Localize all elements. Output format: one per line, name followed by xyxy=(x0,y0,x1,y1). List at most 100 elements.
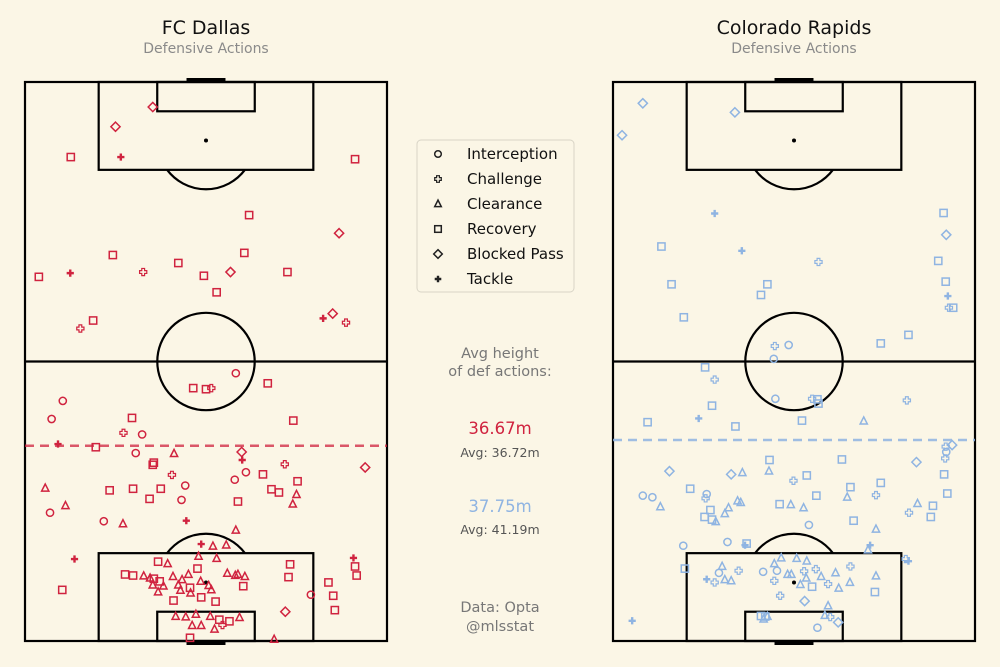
action-marker-challenge xyxy=(811,564,821,574)
action-marker-circle xyxy=(678,541,688,551)
center-circle xyxy=(744,311,844,412)
action-marker-square xyxy=(188,383,198,393)
action-marker-square xyxy=(169,596,178,605)
action-marker-square xyxy=(870,587,880,597)
top-penalty-box xyxy=(97,80,315,171)
action-marker-challenge xyxy=(902,396,912,405)
avg-heading-line1: Avg height xyxy=(461,346,539,362)
action-marker-square xyxy=(244,210,254,220)
action-marker-triangle xyxy=(191,608,201,619)
action-marker-square xyxy=(285,559,295,569)
action-marker-circle xyxy=(137,430,147,439)
action-marker-square xyxy=(156,484,166,494)
action-marker-diamond xyxy=(940,229,952,241)
action-marker-square xyxy=(680,564,690,573)
action-marker-triangle xyxy=(173,579,184,589)
dallas-marks xyxy=(34,101,371,644)
action-marker-square xyxy=(928,501,938,511)
action-marker-square xyxy=(91,442,101,452)
top-penalty-box xyxy=(685,80,903,171)
action-marker-diamond xyxy=(327,307,339,320)
action-marker-square xyxy=(807,582,817,592)
action-marker-square xyxy=(267,484,276,494)
action-marker-plus xyxy=(66,269,74,277)
action-marker-square xyxy=(350,154,360,164)
action-marker-square xyxy=(707,401,717,411)
action-marker-circle xyxy=(99,516,109,526)
action-marker-circle xyxy=(58,396,68,406)
action-marker-triangle xyxy=(221,539,232,549)
action-marker-square xyxy=(34,272,44,282)
center-circle xyxy=(156,311,256,412)
action-marker-challenge xyxy=(119,428,128,438)
action-marker-square xyxy=(657,242,666,251)
action-marker-square xyxy=(127,413,137,423)
action-marker-square xyxy=(933,256,943,266)
action-marker-circle xyxy=(813,623,822,633)
action-marker-square xyxy=(108,250,118,260)
action-marker-square xyxy=(274,488,284,497)
action-marker-triangle xyxy=(858,415,869,425)
action-marker-square xyxy=(128,571,138,580)
legend-marker-circle xyxy=(433,149,443,159)
action-marker-triangle xyxy=(762,610,773,621)
action-marker-circle xyxy=(723,537,732,547)
action-marker-circle xyxy=(45,508,55,518)
action-marker-triangle xyxy=(147,579,158,589)
action-marker-circle xyxy=(180,481,190,490)
action-marker-square xyxy=(765,455,774,465)
action-marker-triangle xyxy=(795,578,806,589)
action-marker-triangle xyxy=(291,488,302,499)
action-marker-triangle xyxy=(205,610,216,621)
action-marker-square xyxy=(948,303,958,313)
action-marker-square xyxy=(214,615,224,625)
action-marker-circle xyxy=(241,467,251,477)
action-marker-triangle xyxy=(118,518,128,528)
action-marker-triangle xyxy=(138,570,149,580)
top-six-yard-box xyxy=(744,80,844,113)
action-marker-plus xyxy=(117,153,125,161)
action-marker-square xyxy=(288,416,298,425)
action-marker-circle xyxy=(714,568,724,578)
action-marker-square xyxy=(193,564,202,573)
action-marker-challenge xyxy=(207,383,216,393)
action-marker-triangle xyxy=(830,567,841,577)
rapids-marks xyxy=(616,97,958,633)
action-marker-circle xyxy=(230,475,240,485)
action-marker-square xyxy=(149,458,159,468)
action-marker-diamond xyxy=(798,595,811,607)
action-marker-triangle xyxy=(785,498,796,509)
action-marker-diamond xyxy=(224,266,237,278)
action-marker-square xyxy=(775,499,784,509)
action-marker-plus xyxy=(904,557,913,565)
action-marker-triangle xyxy=(871,570,881,580)
action-marker-triangle xyxy=(187,619,197,630)
action-marker-square xyxy=(330,605,340,615)
action-marker-triangle xyxy=(269,633,279,644)
action-marker-diamond xyxy=(236,446,248,458)
legend-label-recovery: Recovery xyxy=(467,220,537,238)
action-marker-square xyxy=(763,279,772,289)
action-marker-square xyxy=(941,277,951,286)
action-marker-diamond xyxy=(616,129,628,141)
action-marker-square xyxy=(837,455,847,464)
action-marker-triangle xyxy=(735,496,746,507)
action-marker-square xyxy=(120,570,130,579)
action-marker-square xyxy=(185,633,195,643)
action-marker-triangle xyxy=(791,552,802,563)
legend-label-interception: Interception xyxy=(467,145,558,163)
action-marker-plus xyxy=(628,617,636,625)
action-marker-triangle xyxy=(655,500,666,511)
action-marker-square xyxy=(238,581,248,591)
action-marker-square xyxy=(904,330,913,340)
action-marker-diamond xyxy=(147,101,159,113)
action-marker-triangle xyxy=(717,560,727,571)
action-marker-challenge xyxy=(280,460,289,469)
action-marker-square xyxy=(876,339,886,348)
action-marker-square xyxy=(328,591,338,601)
action-marker-square xyxy=(293,476,302,486)
action-marker-challenge xyxy=(871,490,881,500)
action-marker-circle xyxy=(758,567,768,577)
action-marker-triangle xyxy=(823,600,833,610)
action-marker-square xyxy=(926,512,936,522)
